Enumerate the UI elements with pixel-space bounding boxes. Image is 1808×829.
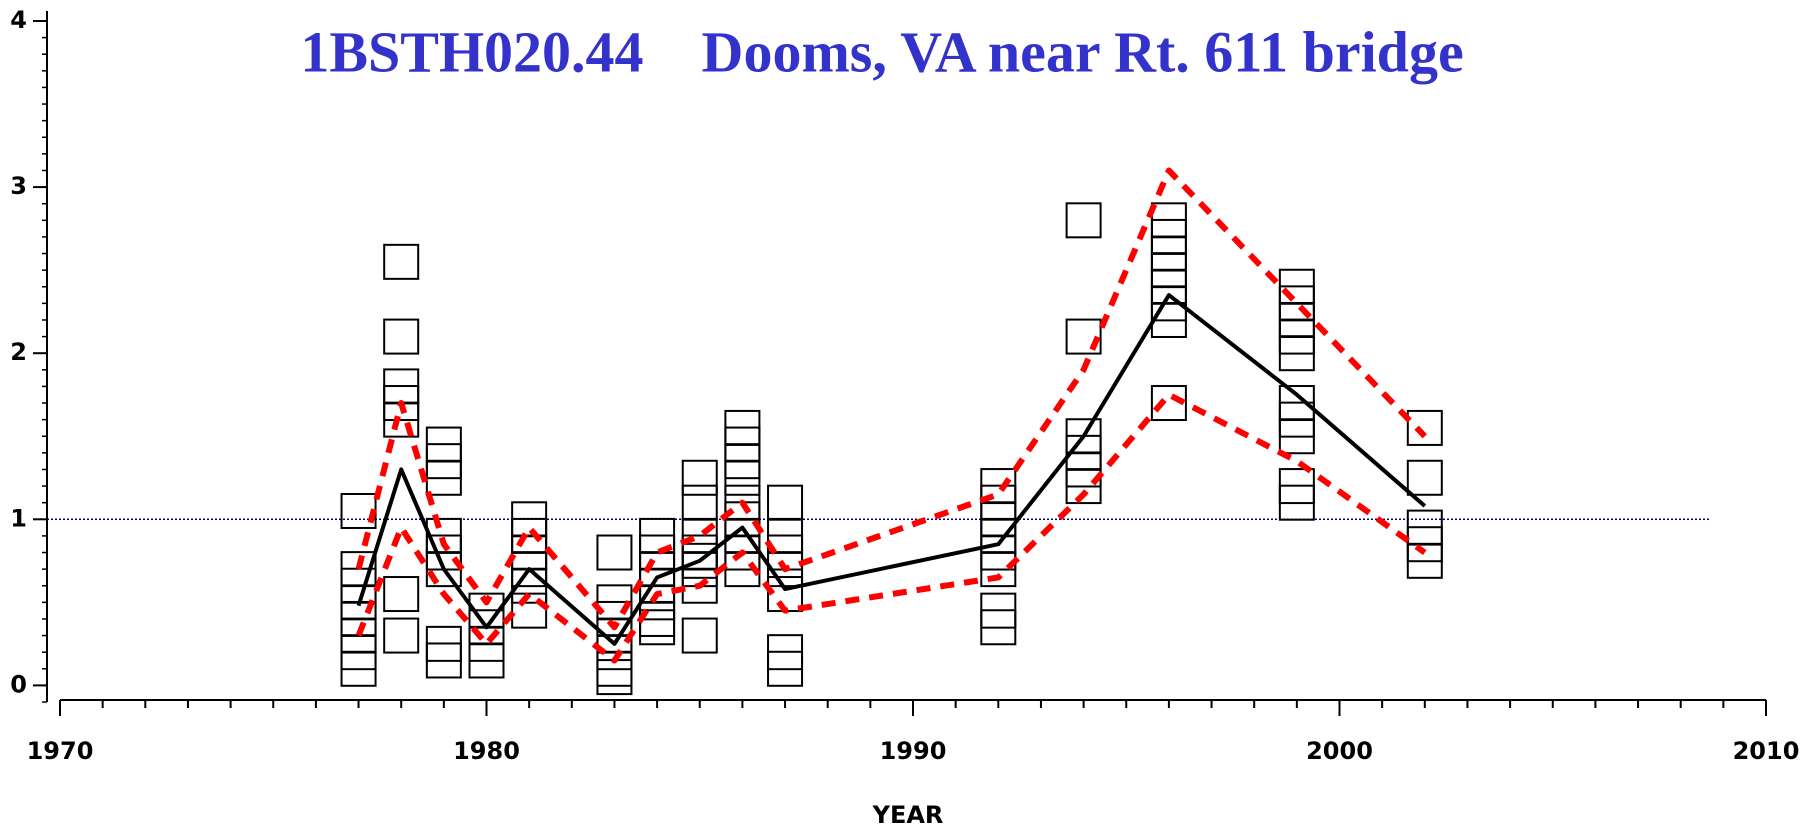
x-tick-label: 1980 <box>453 737 520 765</box>
point <box>425 642 462 679</box>
point <box>1065 202 1102 239</box>
point <box>724 459 761 496</box>
point <box>681 484 718 521</box>
point <box>1406 542 1443 579</box>
point <box>767 484 804 521</box>
point <box>1065 468 1102 505</box>
point <box>681 459 718 496</box>
y-tick-label: 1 <box>10 504 27 532</box>
point <box>383 243 420 280</box>
point <box>1278 418 1315 455</box>
point <box>980 551 1017 588</box>
point <box>468 642 505 679</box>
point <box>681 567 718 604</box>
x-tick-label: 1990 <box>880 737 947 765</box>
point <box>980 609 1017 646</box>
point <box>767 650 804 687</box>
chart-title: 1BSTH020.44 Dooms, VA near Rt. 611 bridg… <box>300 19 1463 84</box>
point <box>511 592 548 629</box>
confidence-line <box>355 391 1427 664</box>
point <box>1278 484 1315 521</box>
x-tick-label: 1970 <box>27 737 94 765</box>
confidence-line <box>355 167 1427 631</box>
y-tick-label: 3 <box>10 172 27 200</box>
point <box>639 609 676 646</box>
y-tick-label: 2 <box>10 338 27 366</box>
point <box>1278 335 1315 372</box>
x-tick-label: 2000 <box>1306 737 1373 765</box>
mean-line <box>356 293 1427 646</box>
point <box>340 650 377 687</box>
point <box>1065 318 1102 355</box>
point <box>596 659 633 696</box>
point <box>596 534 633 571</box>
y-tick-label: 0 <box>10 670 27 698</box>
y-tick-label: 4 <box>10 6 27 34</box>
point <box>383 576 420 613</box>
x-tick-label: 2010 <box>1733 737 1800 765</box>
point <box>383 318 420 355</box>
point <box>1406 459 1443 496</box>
point <box>1406 409 1443 446</box>
x-axis-label: YEAR <box>872 801 944 829</box>
point <box>1150 385 1187 422</box>
point <box>681 617 718 654</box>
point <box>383 617 420 654</box>
